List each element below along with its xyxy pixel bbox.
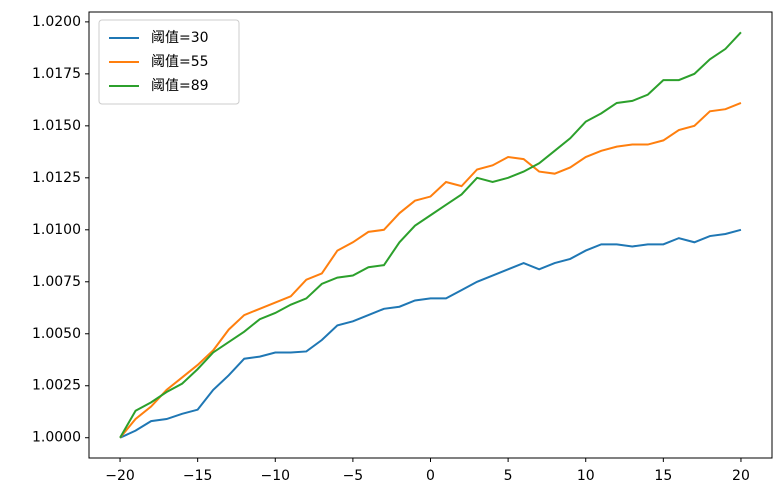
legend-label: 阈值=30: [151, 30, 209, 46]
y-tick-label: 1.0200: [32, 14, 81, 30]
x-tick-label: −10: [260, 468, 290, 484]
x-tick-label: −15: [183, 468, 213, 484]
y-tick-label: 1.0050: [32, 326, 81, 342]
y-tick-label: 1.0025: [32, 378, 81, 394]
y-tick-label: 1.0175: [32, 66, 81, 82]
legend-label: 阈值=89: [151, 78, 209, 94]
line: [119, 102, 742, 439]
x-tick-label: −20: [105, 468, 135, 484]
y-tick-label: 1.0125: [32, 170, 81, 186]
x-tick-label: −5: [343, 468, 364, 484]
y-tick-label: 1.0150: [32, 118, 81, 134]
x-tick-label: 15: [654, 468, 672, 484]
line: [119, 31, 742, 439]
x-tick-label: 10: [577, 468, 595, 484]
legend-label: 阈值=55: [151, 54, 209, 70]
plot-frame: [88, 11, 773, 459]
line: [119, 228, 742, 439]
x-tick-label: 5: [504, 468, 513, 484]
legend-box: [98, 19, 240, 105]
x-tick-label: 20: [732, 468, 750, 484]
y-tick-label: 1.0000: [32, 430, 81, 446]
y-tick-label: 1.0100: [32, 222, 81, 238]
y-tick-label: 1.0075: [32, 274, 81, 290]
x-tick-label: 0: [426, 468, 435, 484]
